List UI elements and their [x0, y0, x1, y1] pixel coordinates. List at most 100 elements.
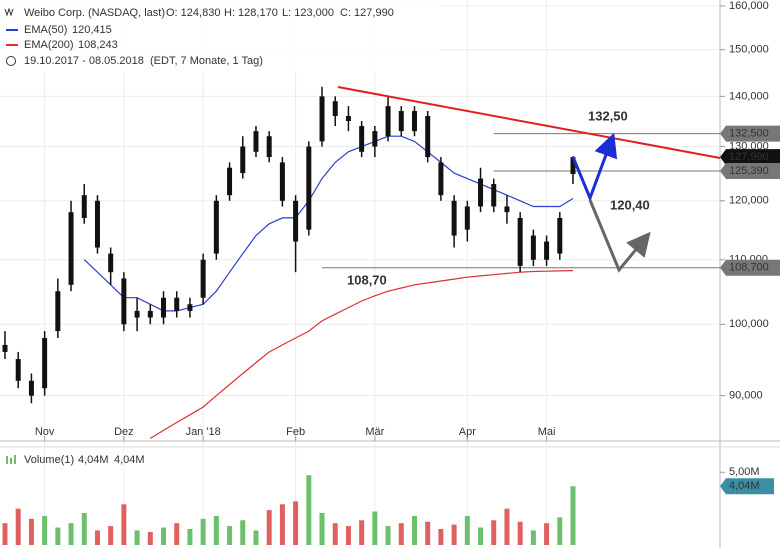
period: 19.10.2017 - 08.05.2018	[24, 55, 144, 67]
volume-bar	[81, 513, 87, 545]
price-marker-label: 132,500	[729, 128, 769, 140]
legend-value: 108,243	[78, 39, 118, 51]
candle-body	[411, 111, 417, 132]
candle-body	[359, 126, 365, 152]
candle-body	[530, 235, 536, 260]
y-tick-label: 150,000	[729, 44, 769, 56]
price-marker-label: 108,700	[729, 262, 769, 274]
candle-body	[332, 101, 338, 116]
volume-bar	[55, 527, 61, 545]
volume-bar	[517, 521, 523, 545]
x-tick-label: Feb	[286, 426, 305, 438]
price-marker	[720, 149, 780, 166]
volume-bar	[451, 524, 457, 545]
candle-body	[544, 241, 550, 260]
annotation: 120,40	[610, 197, 650, 212]
ema-line	[83, 135, 574, 312]
x-tick-label: Nov	[35, 426, 55, 438]
ema-line	[149, 270, 574, 439]
candle-body	[28, 380, 34, 396]
candle-body	[293, 200, 299, 242]
volume-bar	[398, 523, 404, 545]
volume-bar	[306, 475, 312, 545]
volume-bar	[2, 523, 8, 545]
y-tick-label: 5,00M	[729, 466, 760, 478]
x-tick-label: Jan '18	[186, 426, 221, 438]
volume-bar	[279, 504, 285, 545]
price-marker	[720, 259, 780, 276]
volume-bar	[134, 530, 140, 545]
candle-body	[200, 259, 206, 298]
candle-body	[306, 146, 312, 230]
y-tick-label: 100,000	[729, 318, 769, 330]
volume-bar	[557, 517, 563, 545]
volume-bar	[200, 518, 206, 545]
volume-bar	[293, 501, 299, 545]
icon	[10, 458, 12, 464]
volume-bar	[174, 523, 180, 545]
volume-legend-value: 4,04M	[114, 454, 145, 466]
header-value: C: 127,990	[340, 7, 394, 19]
x-tick-label: Dez	[114, 426, 134, 438]
x-tick-label: Apr	[459, 426, 476, 438]
candle-body	[279, 162, 285, 201]
candle-body	[121, 278, 127, 325]
candle-body	[174, 297, 180, 311]
candle-body	[227, 167, 233, 196]
price-marker-label: 127,990	[729, 151, 769, 163]
candle-body	[451, 200, 457, 236]
volume-legend-value: 4,04M	[78, 454, 109, 466]
x-tick-label: Mär	[365, 426, 384, 438]
volume-pane: 5,00M 4,04M	[2, 466, 774, 545]
candle-body	[504, 206, 510, 213]
candle-body	[108, 253, 114, 273]
header-value: O: 124,830	[166, 7, 220, 19]
icon	[6, 456, 8, 464]
candle-body	[15, 359, 21, 381]
y-tick-label: 160,000	[729, 0, 769, 12]
candle-body	[438, 162, 444, 196]
candle-body	[517, 217, 523, 266]
volume-bar	[464, 515, 470, 545]
volume-bar	[478, 527, 484, 545]
trend-line	[337, 86, 721, 159]
candle-body	[213, 200, 219, 254]
price-marker-label: 125,390	[729, 165, 769, 177]
candle-body	[385, 106, 391, 137]
candle-body	[134, 310, 140, 318]
volume-bar	[253, 530, 259, 545]
candle-body	[266, 136, 272, 158]
candle-body	[55, 291, 61, 332]
candle-body	[570, 157, 576, 175]
candle-body	[398, 111, 404, 132]
header-value: H: 128,170	[224, 7, 278, 19]
volume-bar	[240, 520, 246, 545]
candle-body	[2, 344, 8, 352]
chart-title: Weibo Corp. (NASDAQ, last)	[24, 7, 165, 19]
volume-bar	[385, 526, 391, 545]
candle-body	[147, 310, 153, 318]
volume-bar	[319, 513, 325, 545]
volume-bar	[266, 510, 272, 545]
volume-bar	[42, 515, 48, 545]
volume-bar	[425, 521, 431, 545]
volume-bar	[359, 520, 365, 545]
volume-marker	[720, 478, 774, 495]
candle-body	[68, 212, 74, 285]
volume-bar	[15, 508, 21, 545]
volume-bar	[544, 523, 550, 545]
volume-bar	[372, 511, 378, 545]
plot-area	[2, 86, 720, 439]
legend-label: EMA(200)	[24, 39, 74, 51]
legend-value: 120,415	[72, 24, 112, 36]
scenario-arrow	[571, 132, 618, 203]
x-tick-label: Mai	[538, 426, 556, 438]
annotation: 108,70	[347, 272, 387, 287]
y-tick-label: 120,000	[729, 195, 769, 207]
volume-bar	[161, 527, 167, 545]
volume-bar	[28, 518, 34, 545]
candle-body	[425, 115, 431, 158]
volume-bar	[345, 526, 351, 545]
volume-bar	[121, 504, 127, 545]
